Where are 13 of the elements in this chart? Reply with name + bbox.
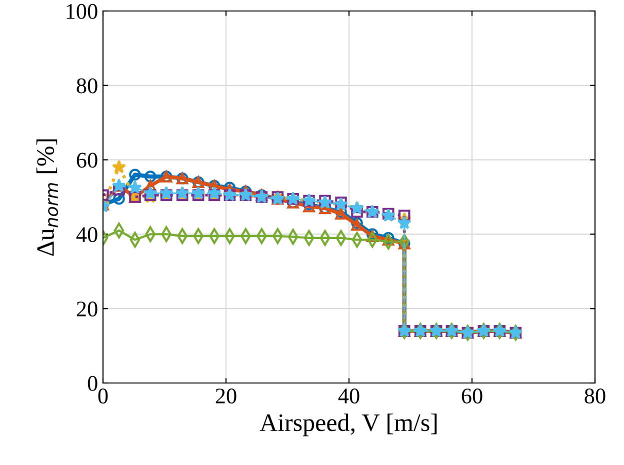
y-tick-label: 60	[76, 152, 98, 168]
y-tick-label: 40	[76, 227, 98, 242]
y-tick-label: 80	[76, 78, 98, 94]
x-tick-label: 20	[216, 388, 236, 404]
x-tick-label: 0	[98, 388, 108, 404]
x-tick-label: 40	[338, 388, 360, 404]
x-tick-label: 60	[462, 388, 482, 404]
y-tick-label: 0	[88, 376, 98, 391]
y-axis-title: Δu$_{norm}$ [%]	[36, 139, 58, 256]
y-tick-label: 20	[76, 302, 98, 317]
x-tick-label: 80	[584, 388, 606, 404]
x-axis-title: Airspeed, V [m/s]	[260, 414, 437, 436]
y-tick-label: 100	[66, 4, 98, 19]
